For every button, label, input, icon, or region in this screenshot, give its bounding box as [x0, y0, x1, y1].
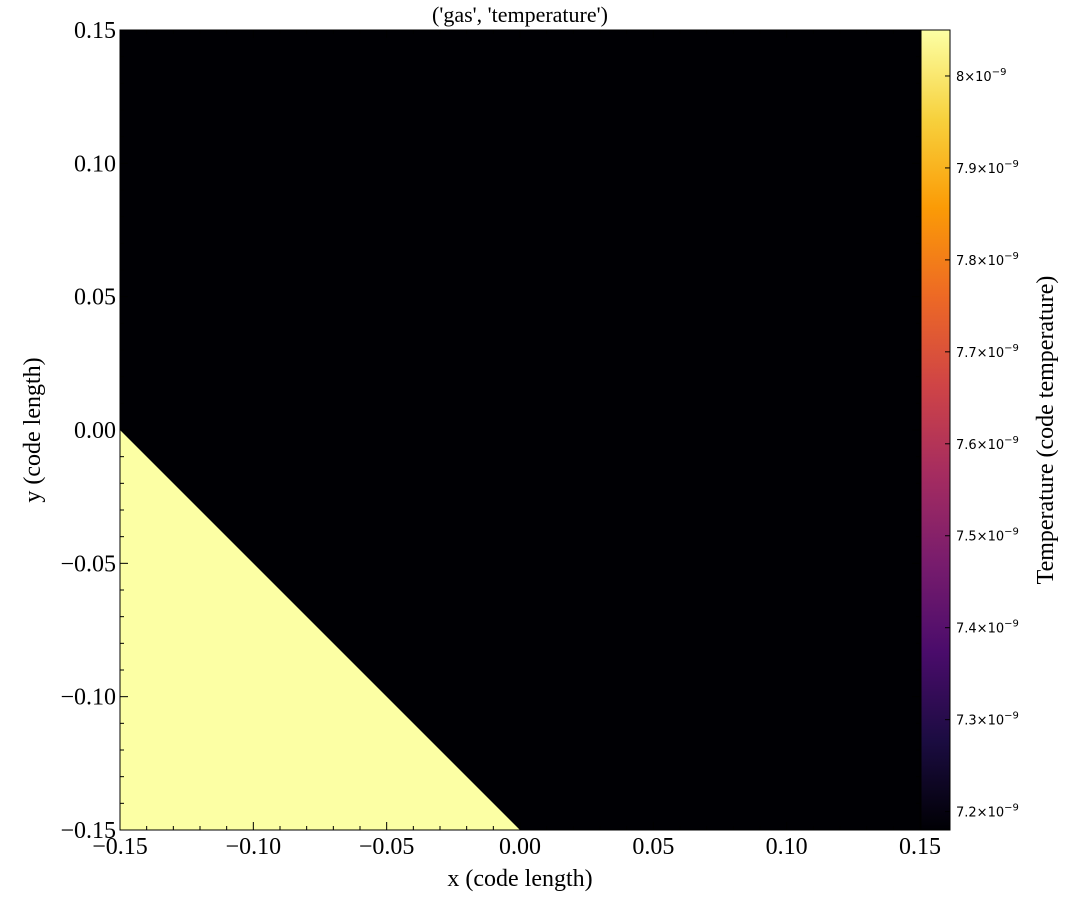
colorbar-tick-label: 7.9×10−9	[956, 159, 1019, 177]
chart-title: ('gas', 'temperature')	[432, 2, 608, 27]
colorbar-label: Temperature (code temperature)	[1033, 276, 1059, 585]
y-tick-label: 0.00	[74, 418, 116, 444]
colorbar-tick-label: 7.3×10−9	[956, 711, 1019, 729]
x-tick-label: 0.15	[899, 834, 941, 860]
y-axis: −0.15 −0.10 −0.05 0.00 0.05 0.10 0.15	[60, 18, 920, 844]
x-tick-label: 0.05	[632, 834, 674, 860]
y-axis-label: y (code length)	[20, 357, 46, 502]
colorbar-tick-label: 7.5×10−9	[956, 527, 1019, 545]
y-tick-label: −0.05	[60, 551, 116, 577]
colorbar: 7.2×10−9 7.3×10−9 7.4×10−9 7.5×10−9 7.6×10−9…	[920, 29, 1019, 831]
colorbar-gradient	[920, 29, 951, 831]
y-tick-label: −0.10	[60, 685, 116, 711]
colorbar-tick-label: 7.2×10−9	[956, 803, 1019, 821]
x-axis: −0.15 −0.10 −0.05 0.00 0.05 0.10 0.15	[92, 30, 941, 860]
x-tick-label: 0.00	[499, 834, 541, 860]
y-tick-label: 0.15	[74, 18, 116, 44]
plot-area	[120, 30, 920, 830]
x-tick-label: −0.05	[359, 834, 415, 860]
data-region-1	[120, 430, 520, 830]
x-tick-label: 0.10	[766, 834, 808, 860]
colorbar-ticks: 7.2×10−9 7.3×10−9 7.4×10−9 7.5×10−9 7.6×10−9…	[945, 67, 1019, 821]
y-tick-label: 0.05	[74, 285, 116, 311]
colorbar-tick-label: 7.4×10−9	[956, 619, 1019, 637]
x-tick-label: −0.15	[92, 834, 148, 860]
x-axis-label: x (code length)	[447, 866, 592, 892]
colorbar-tick-label: 8×10−9	[956, 67, 1006, 85]
y-tick-label: −0.15	[60, 818, 116, 844]
colorbar-tick-label: 7.7×10−9	[956, 343, 1019, 361]
x-tick-label: −0.10	[226, 834, 282, 860]
colorbar-tick-label: 7.6×10−9	[956, 435, 1019, 453]
colorbar-tick-label: 7.8×10−9	[956, 251, 1019, 269]
y-tick-label: 0.10	[74, 151, 116, 177]
